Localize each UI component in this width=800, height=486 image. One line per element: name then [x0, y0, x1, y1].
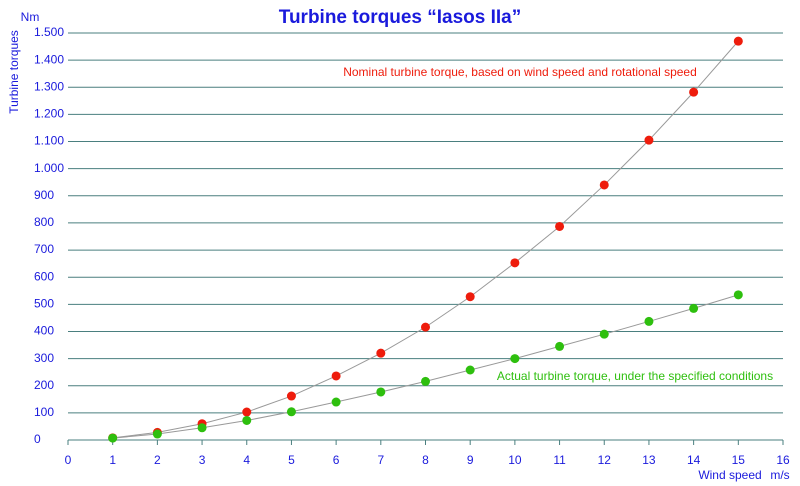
point	[242, 415, 252, 425]
point	[108, 433, 118, 443]
x-tick-label: 9	[467, 453, 474, 467]
point	[197, 423, 207, 433]
point	[644, 135, 654, 145]
x-unit: m/s	[770, 468, 789, 482]
point	[510, 354, 520, 364]
y-tick-label: 1.100	[34, 134, 64, 148]
point	[689, 303, 699, 313]
x-tick-label: 7	[377, 453, 384, 467]
x-tick-label: 5	[288, 453, 295, 467]
point	[555, 341, 565, 351]
y-unit: Nm	[21, 10, 40, 24]
x-tick-label: 8	[422, 453, 429, 467]
x-tick-label: 0	[65, 453, 72, 467]
point	[421, 376, 430, 386]
point	[644, 316, 654, 326]
x-tick-label: 16	[776, 453, 790, 467]
point	[242, 407, 252, 417]
y-tick-label: 300	[34, 351, 54, 365]
y-tick-label: 0	[34, 432, 41, 446]
x-tick-label: 3	[199, 453, 206, 467]
point	[421, 322, 430, 332]
y-tick-label: 1.500	[34, 25, 64, 39]
y-tick-label: 200	[34, 378, 54, 392]
x-tick-label: 15	[732, 453, 746, 467]
point	[376, 348, 386, 358]
point	[331, 371, 341, 381]
y-tick-label: 900	[34, 188, 54, 202]
point	[376, 387, 386, 397]
x-tick-label: 11	[553, 453, 566, 467]
point	[733, 36, 743, 46]
series-label: Nominal turbine torque, based on wind sp…	[343, 65, 697, 79]
x-tick-label: 4	[243, 453, 250, 467]
x-axis-label: Wind speed	[698, 468, 761, 482]
y-axis-label: Turbine torques	[7, 30, 21, 114]
point	[465, 365, 475, 375]
series-label: Actual turbine torque, under the specifi…	[497, 369, 773, 383]
point	[331, 397, 341, 407]
x-tick-label: 2	[154, 453, 161, 467]
y-tick-label: 1.400	[34, 52, 64, 66]
y-tick-label: 700	[34, 242, 54, 256]
point	[599, 180, 609, 190]
x-tick-label: 10	[508, 453, 522, 467]
point	[510, 258, 520, 268]
point	[286, 407, 296, 417]
x-tick-label: 1	[109, 453, 116, 467]
x-tick-label: 14	[687, 453, 701, 467]
x-tick-label: 13	[642, 453, 656, 467]
point	[689, 87, 699, 97]
point	[599, 329, 609, 339]
y-tick-label: 500	[34, 297, 54, 311]
point	[465, 292, 475, 302]
point	[733, 290, 743, 300]
y-tick-label: 400	[34, 324, 54, 338]
chart-title: Turbine torques “Iasos IIa”	[279, 7, 521, 28]
y-tick-label: 1.300	[34, 79, 64, 93]
series-line	[112, 294, 739, 439]
x-tick-label: 12	[598, 453, 612, 467]
point	[286, 391, 296, 401]
y-tick-label: 100	[34, 405, 54, 419]
point	[555, 221, 565, 231]
point	[152, 429, 162, 439]
x-tick-label: 6	[333, 453, 340, 467]
y-tick-label: 1.000	[34, 161, 64, 175]
y-tick-label: 1.200	[34, 107, 64, 121]
y-tick-label: 600	[34, 269, 54, 283]
y-tick-label: 800	[34, 215, 54, 229]
